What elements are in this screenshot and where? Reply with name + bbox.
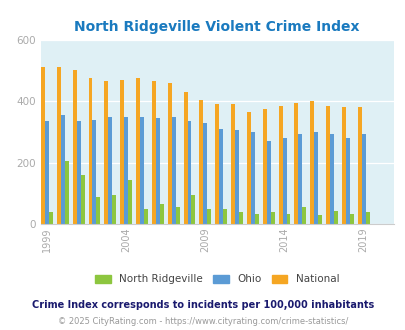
Bar [144, 209, 147, 224]
Bar [298, 134, 302, 224]
Bar [120, 80, 124, 224]
Title: North Ridgeville Violent Crime Index: North Ridgeville Violent Crime Index [74, 20, 359, 34]
Bar [262, 109, 266, 224]
Bar [219, 129, 223, 224]
Bar [207, 209, 211, 224]
Bar [302, 208, 305, 224]
Bar [112, 195, 116, 224]
Bar [223, 209, 226, 224]
Bar [199, 100, 203, 224]
Bar [64, 161, 68, 224]
Bar [329, 134, 333, 224]
Bar [361, 134, 365, 224]
Bar [88, 78, 92, 224]
Bar [215, 104, 219, 224]
Bar [365, 212, 369, 224]
Bar [191, 195, 195, 224]
Bar [108, 116, 112, 224]
Bar [171, 116, 175, 224]
Bar [278, 106, 282, 224]
Bar [203, 123, 207, 224]
Bar [96, 197, 100, 224]
Bar [239, 212, 242, 224]
Bar [250, 132, 254, 224]
Bar [345, 138, 349, 224]
Bar [254, 214, 258, 224]
Bar [41, 67, 45, 224]
Bar [234, 130, 239, 224]
Bar [128, 180, 132, 224]
Bar [349, 214, 353, 224]
Bar [270, 212, 274, 224]
Bar [124, 116, 128, 224]
Bar [77, 121, 81, 224]
Bar [333, 211, 337, 224]
Bar [187, 121, 191, 224]
Bar [282, 138, 286, 224]
Bar [246, 112, 250, 224]
Bar [309, 101, 313, 224]
Bar [341, 107, 345, 224]
Bar [45, 121, 49, 224]
Bar [151, 81, 156, 224]
Bar [61, 115, 64, 224]
Bar [104, 81, 108, 224]
Bar [266, 141, 270, 224]
Bar [167, 83, 171, 224]
Bar [175, 208, 179, 224]
Text: © 2025 CityRating.com - https://www.cityrating.com/crime-statistics/: © 2025 CityRating.com - https://www.city… [58, 317, 347, 326]
Bar [318, 215, 321, 224]
Bar [156, 118, 160, 224]
Bar [72, 70, 77, 224]
Bar [313, 132, 318, 224]
Bar [230, 104, 234, 224]
Bar [57, 67, 61, 224]
Text: Crime Index corresponds to incidents per 100,000 inhabitants: Crime Index corresponds to incidents per… [32, 300, 373, 310]
Bar [92, 120, 96, 224]
Bar [286, 214, 290, 224]
Bar [357, 107, 361, 224]
Bar [325, 106, 329, 224]
Bar [136, 78, 140, 224]
Legend: North Ridgeville, Ohio, National: North Ridgeville, Ohio, National [91, 270, 343, 289]
Bar [81, 175, 84, 224]
Bar [294, 103, 298, 224]
Bar [49, 212, 53, 224]
Bar [183, 92, 187, 224]
Bar [160, 204, 163, 224]
Bar [140, 116, 144, 224]
